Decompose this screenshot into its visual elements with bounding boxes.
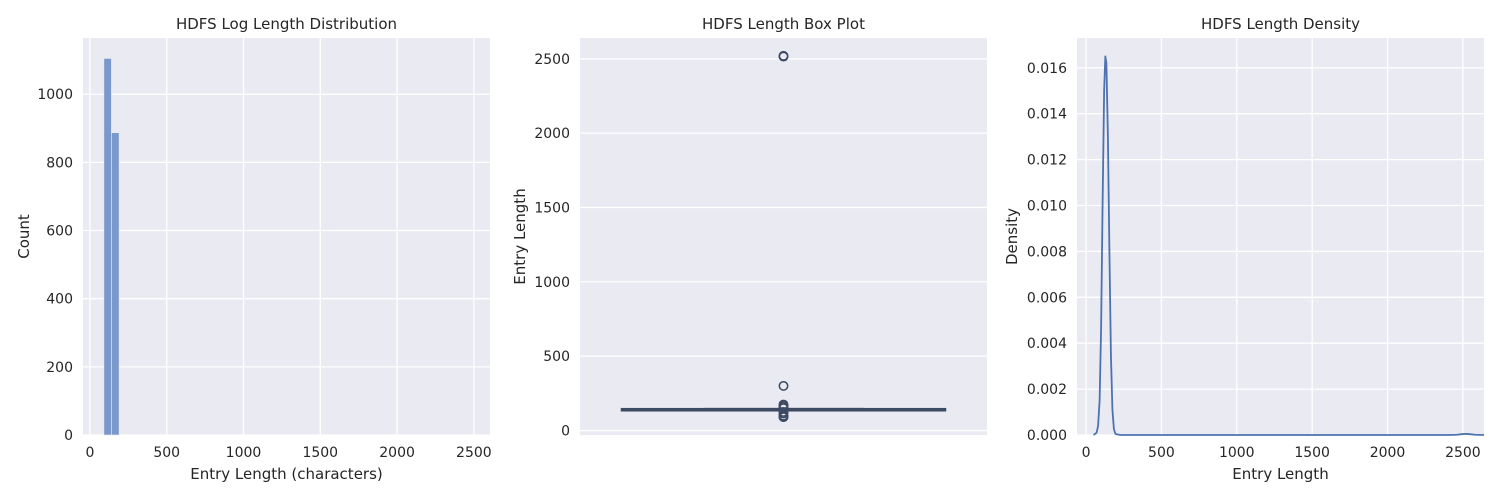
x-tick-label: 2000 <box>1370 445 1406 461</box>
plot-area <box>580 38 987 435</box>
x-tick-label: 1500 <box>1294 445 1330 461</box>
x-tick-label: 0 <box>1082 445 1091 461</box>
y-tick-label: 0.006 <box>1027 290 1067 306</box>
chart-title: HDFS Length Density <box>1201 15 1360 33</box>
density-line <box>1093 55 1485 436</box>
x-tick-label: 500 <box>153 445 180 461</box>
x-tick-label: 0 <box>85 445 94 461</box>
x-tick-label: 2500 <box>1445 445 1481 461</box>
y-tick-label: 0.002 <box>1027 382 1067 398</box>
y-tick-label: 0.000 <box>1027 428 1067 444</box>
x-tick-label: 1000 <box>226 445 262 461</box>
plot-area <box>1077 38 1484 435</box>
chart-panel-2: 0 500 1000 1500 2000 2500 HDFS Length Box Plot… <box>511 15 987 440</box>
x-tick-label: 1500 <box>302 445 338 461</box>
x-tick-label: 2000 <box>379 445 415 461</box>
histogram-bar <box>111 132 120 436</box>
y-tick-label: 800 <box>46 155 73 171</box>
histogram-bar <box>103 58 112 436</box>
x-tick-label: 1000 <box>1219 445 1255 461</box>
y-tick-label: 1500 <box>534 201 570 217</box>
y-tick-label: 0.008 <box>1027 244 1067 260</box>
y-tick-label: 0.016 <box>1027 61 1067 77</box>
y-tick-label: 0 <box>561 424 570 440</box>
y-tick-label: 0.010 <box>1027 199 1067 215</box>
y-tick-label: 500 <box>543 349 570 365</box>
x-tick-label: 2500 <box>456 445 492 461</box>
y-tick-label: 0 <box>64 428 73 444</box>
chart-panel-1: 0 200 400 600 800 1000 0 500 1000 1500 2000 2500 HDF… <box>15 15 492 483</box>
x-tick-label: 500 <box>1148 445 1175 461</box>
x-axis-label: Entry Length (characters) <box>190 465 383 483</box>
x-axis-label: Entry Length <box>1232 465 1328 483</box>
chart-title: HDFS Log Length Distribution <box>176 15 397 33</box>
y-tick-label: 2000 <box>534 126 570 142</box>
y-tick-label: 600 <box>46 224 73 240</box>
outlier-point <box>778 412 789 423</box>
outlier-point <box>778 380 789 391</box>
y-tick-label: 0.012 <box>1027 153 1067 169</box>
y-axis-label: Density <box>1003 208 1021 265</box>
plot-area <box>83 38 490 435</box>
y-tick-label: 0.004 <box>1027 336 1067 352</box>
y-tick-label: 0.014 <box>1027 107 1067 123</box>
y-tick-label: 1000 <box>534 275 570 291</box>
chart-panel-3: 0.000 0.002 0.004 0.006 0.008 0.010 0.012 0.014… <box>1003 15 1485 483</box>
outlier-point <box>778 51 789 62</box>
y-axis-label: Count <box>15 214 33 259</box>
y-tick-label: 2500 <box>534 52 570 68</box>
y-tick-label: 200 <box>46 360 73 376</box>
y-axis-label: Entry Length <box>511 188 529 284</box>
y-tick-label: 1000 <box>37 87 73 103</box>
y-tick-label: 400 <box>46 292 73 308</box>
chart-title: HDFS Length Box Plot <box>702 15 865 33</box>
